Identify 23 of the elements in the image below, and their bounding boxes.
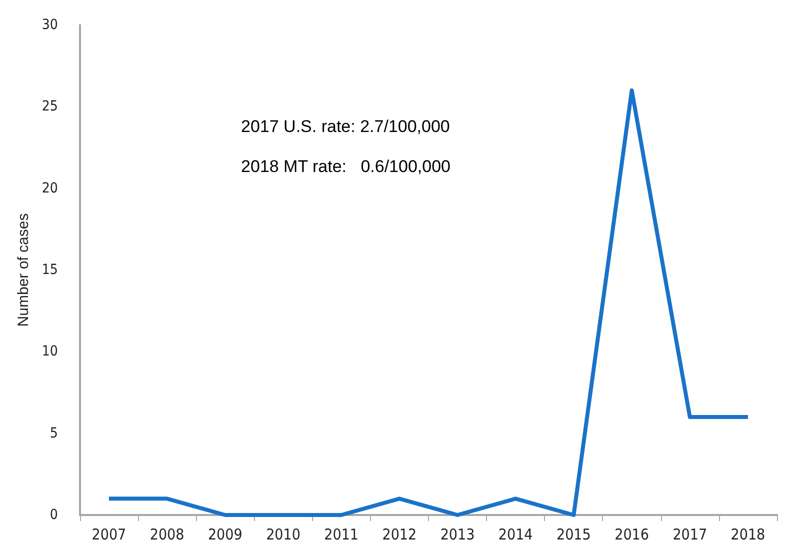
x-tick-label: 2013 [440,526,475,544]
x-tick-label: 2017 [672,526,708,544]
x-tick-label: 2016 [614,526,649,544]
y-tick-label: 30 [42,17,58,33]
x-tick-label: 2014 [498,526,533,544]
y-tick-label: 5 [50,425,58,442]
x-tick-label: 2009 [208,526,242,544]
y-axis-title: Number of cases [15,213,32,327]
annotation: 2018 MT rate: 0.6/100,000 [241,157,450,176]
y-tick-label: 0 [50,507,58,523]
line-series [106,88,750,517]
y-tick-label: 20 [42,180,58,196]
x-tick-label: 2007 [92,526,126,544]
x-tick-label: 2008 [150,526,184,544]
y-tick-label: 25 [42,98,58,115]
x-tick-label: 2010 [266,526,300,544]
annotation: 2017 U.S. rate: 2.7/100,000 [241,117,450,136]
x-tick-label: 2015 [556,526,591,544]
y-tick-label: 15 [42,262,58,278]
x-tick-label: 2012 [382,526,417,544]
x-tick-label: 2011 [324,526,358,544]
x-tick-label: 2018 [730,526,766,544]
y-tick-label: 10 [42,344,58,360]
